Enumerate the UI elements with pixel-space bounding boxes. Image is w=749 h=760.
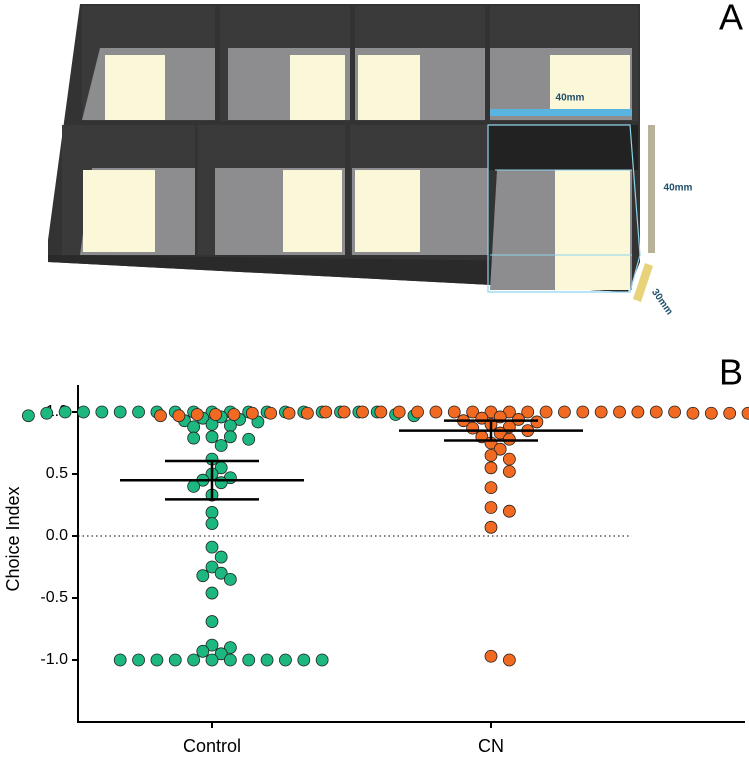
data-point: [484, 481, 498, 495]
x-tick-label: Control: [183, 736, 241, 756]
data-point: [196, 644, 210, 658]
data-point: [704, 406, 718, 420]
data-point: [227, 408, 241, 421]
data-point: [113, 405, 127, 419]
data-point: [187, 479, 201, 493]
data-point: [21, 409, 35, 423]
data-point: [392, 405, 406, 419]
data-point: [205, 638, 219, 652]
data-point: [484, 520, 498, 534]
data-point: [187, 653, 201, 667]
data-point: [205, 560, 219, 574]
data-point: [40, 406, 54, 420]
data-point: [187, 431, 201, 445]
data-point: [113, 653, 127, 667]
panel-label: A: [719, 0, 743, 38]
data-point: [245, 406, 259, 420]
y-tick-label: 0.5: [46, 465, 68, 482]
data-point: [558, 405, 571, 419]
x-tick-label: CN: [478, 736, 504, 756]
data-point: [223, 641, 237, 654]
data-point: [77, 405, 90, 419]
data-point: [741, 406, 749, 420]
data-point: [594, 405, 608, 419]
data-point: [493, 442, 507, 456]
data-point: [132, 653, 145, 667]
data-point: [196, 569, 210, 583]
data-point: [337, 405, 351, 419]
dimension-label: 40mm: [556, 93, 585, 104]
data-point: [502, 452, 516, 466]
data-point: [282, 406, 296, 420]
data-point: [279, 653, 292, 667]
data-point: [484, 461, 498, 475]
data-point: [319, 405, 333, 419]
data-point: [223, 419, 237, 433]
data-point: [205, 615, 219, 628]
y-axis-label: Choice Index: [3, 486, 23, 591]
data-point: [214, 439, 228, 452]
data-point: [154, 409, 167, 423]
data-point: [723, 406, 737, 420]
data-point: [502, 465, 516, 478]
data-point: [613, 405, 626, 419]
data-point: [190, 408, 204, 421]
data-point: [631, 405, 645, 419]
data-point: [205, 506, 219, 519]
y-tick-label: 0.0: [46, 527, 68, 544]
data-point: [242, 653, 256, 667]
data-point: [264, 406, 278, 420]
data-point: [686, 406, 700, 420]
panel-label: B: [719, 352, 743, 393]
data-point: [260, 653, 274, 667]
y-tick-label: -0.5: [40, 589, 68, 606]
data-point: [466, 421, 480, 435]
data-point: [132, 405, 145, 419]
data-point: [649, 405, 663, 419]
data-point: [205, 517, 219, 530]
data-point: [209, 408, 223, 421]
data-point: [502, 653, 516, 667]
data-point: [466, 405, 480, 419]
data-point: [205, 653, 219, 667]
data-point: [168, 653, 182, 667]
y-tick-label: -1.0: [40, 651, 68, 668]
data-point: [668, 405, 681, 419]
data-point: [223, 430, 237, 444]
data-point: [223, 653, 237, 667]
data-point: [187, 420, 201, 434]
data-point: [484, 649, 498, 663]
data-point: [214, 566, 228, 580]
data-point: [214, 476, 228, 490]
data-point: [315, 653, 329, 667]
data-point: [521, 405, 535, 419]
data-point: [150, 653, 164, 667]
data-point: [484, 501, 498, 514]
data-point: [242, 432, 256, 446]
data-point: [297, 653, 311, 667]
data-point: [205, 586, 219, 600]
data-point: [223, 573, 237, 586]
data-point: [58, 405, 72, 419]
panel-a-illustration: [48, 4, 655, 302]
data-point: [300, 406, 314, 420]
data-point: [205, 430, 219, 444]
data-point: [447, 405, 461, 419]
data-point: [214, 550, 228, 564]
data-point: [374, 405, 388, 419]
data-point: [539, 405, 553, 419]
data-point: [356, 405, 369, 419]
data-point: [429, 405, 443, 419]
data-point: [576, 405, 590, 419]
dimension-label: 40mm: [664, 183, 693, 194]
data-point: [214, 647, 228, 661]
data-point: [172, 409, 186, 423]
data-point: [205, 540, 219, 554]
data-point: [95, 405, 109, 419]
dimension-label: 30mm: [649, 287, 675, 317]
data-point: [411, 405, 424, 419]
data-point: [502, 504, 516, 518]
data-point: [484, 448, 498, 462]
